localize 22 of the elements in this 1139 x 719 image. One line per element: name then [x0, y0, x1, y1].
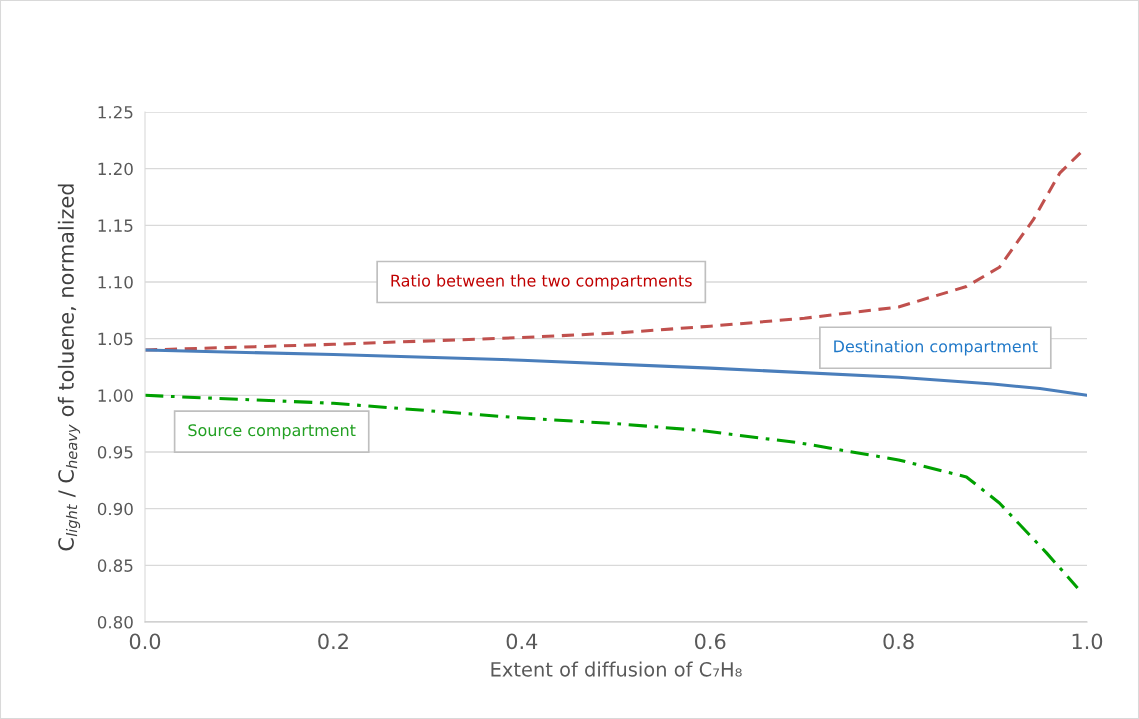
x-tick-label: 0.8: [883, 633, 914, 650]
y-tick-label: 0.85: [97, 559, 133, 572]
y-axis-title: C$_{light}$ / C$_{heavy}$ of toluene, normalized: [57, 184, 81, 551]
y-tick-label: 0.90: [97, 502, 133, 516]
x-tick-label: 0.6: [695, 633, 726, 650]
y-tick-label: 0.95: [97, 445, 133, 459]
y-tick-label: 1.10: [98, 275, 133, 289]
x-tick-label: 0.0: [129, 633, 161, 650]
line-series: [145, 393, 1080, 590]
x-tick-label: 1.0: [1072, 633, 1103, 650]
y-tick-label: 1.15: [98, 219, 133, 232]
y-tick-label: 0.80: [97, 615, 133, 629]
x-tick-label: 0.4: [506, 633, 538, 650]
series-label: Destination compartment: [834, 340, 1038, 356]
x-tick-label: 0.2: [318, 633, 348, 650]
y-tick-label: 1.20: [98, 162, 133, 176]
x-axis-title: Extent of diffusion of C₇H₈: [491, 661, 742, 677]
y-tick-label: 1.00: [98, 389, 133, 402]
y-tick-label: 1.25: [98, 105, 133, 119]
text: Ratio between the two compartments: [391, 274, 692, 290]
series-label: Source compartment: [188, 424, 356, 440]
y-tick-label: 1.05: [98, 332, 133, 346]
